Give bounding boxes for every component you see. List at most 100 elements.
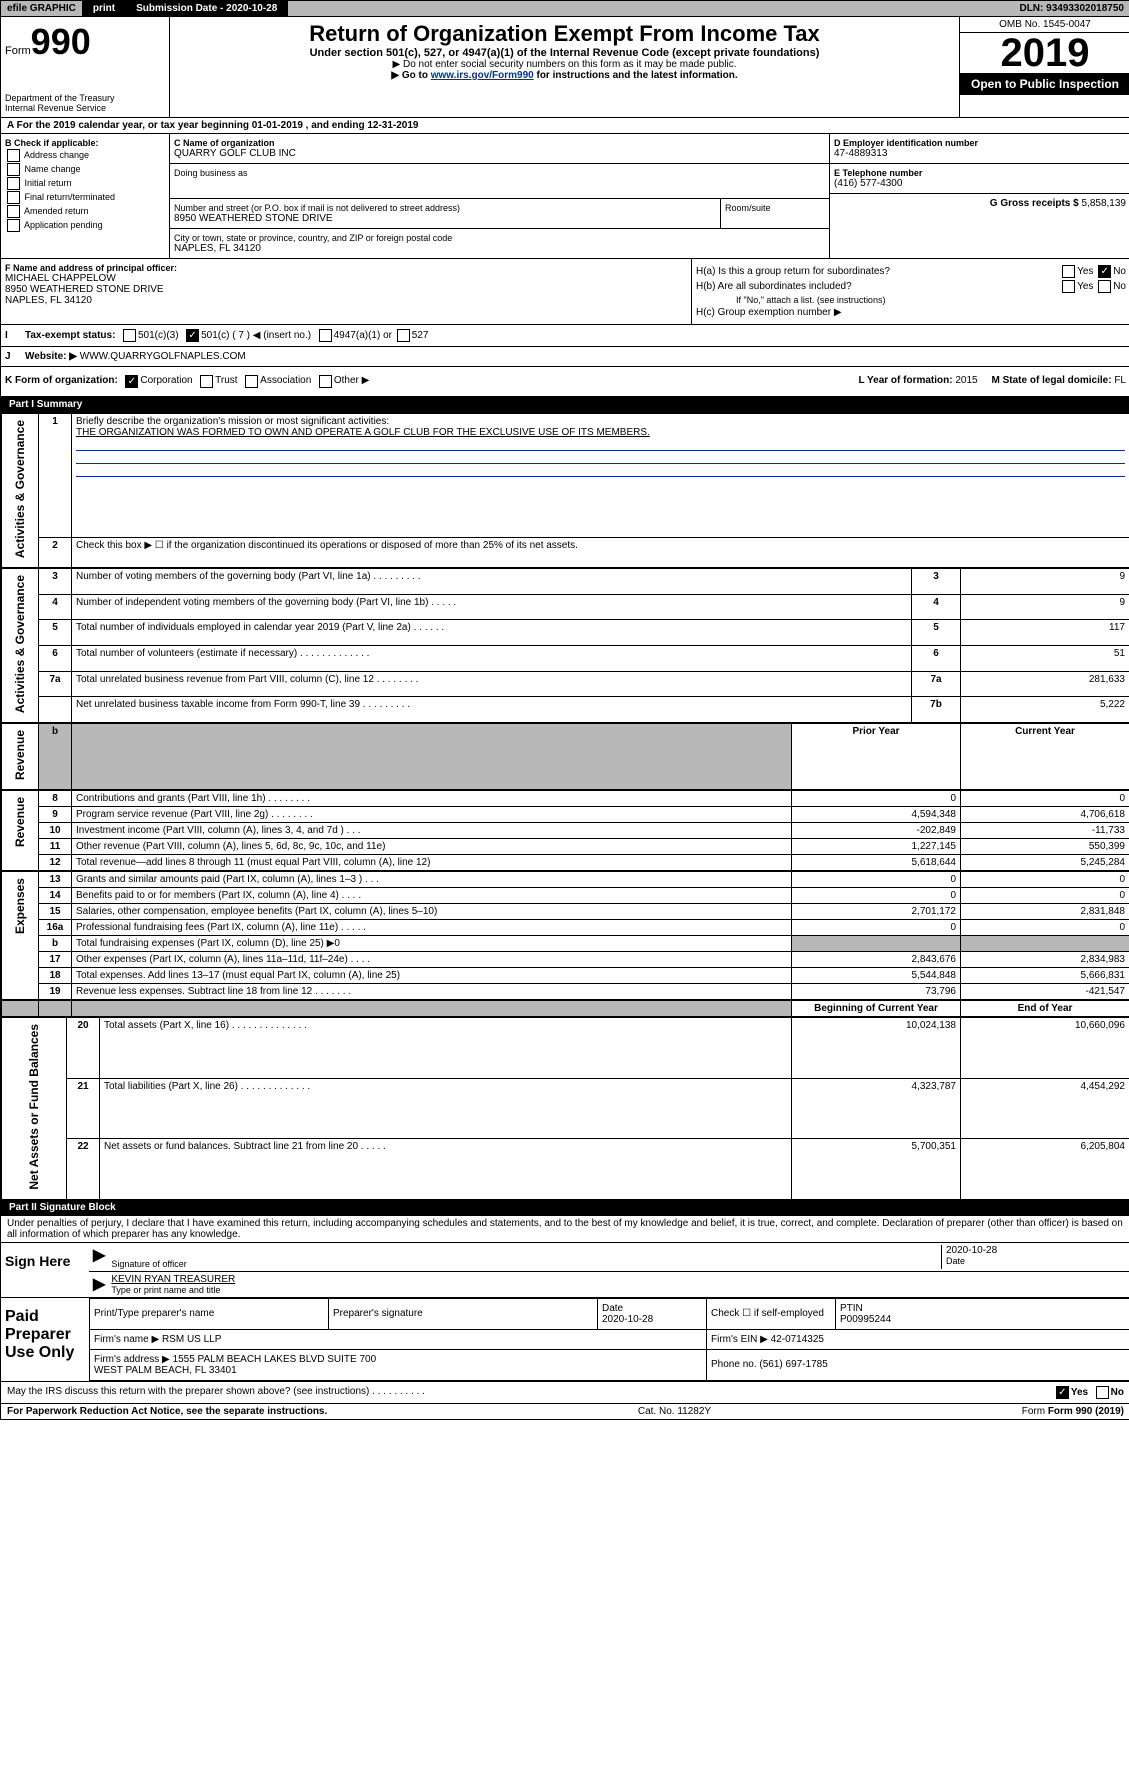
firm-name-value: RSM US LLP	[162, 1334, 221, 1345]
dln-label: DLN: 93493302018750	[1013, 1, 1129, 16]
website-value: WWW.QUARRYGOLFNAPLES.COM	[80, 351, 246, 362]
k-opt-3: Other ▶	[334, 375, 369, 388]
prior-year-hdr: Prior Year	[792, 724, 961, 790]
revenue-table: Revenue b Prior Year Current Year	[1, 723, 1129, 790]
org-address: 8950 WEATHERED STONE DRIVE	[174, 213, 716, 224]
501c3-checkbox[interactable]	[123, 329, 136, 342]
i-label: Tax-exempt status:	[25, 330, 115, 341]
hb-yes-checkbox[interactable]	[1062, 280, 1075, 293]
amended-return-checkbox[interactable]	[7, 205, 20, 218]
ptin-value: P00995244	[840, 1314, 891, 1325]
declaration: Under penalties of perjury, I declare th…	[1, 1216, 1129, 1242]
part1-table: Activities & Governance 1 Briefly descri…	[1, 413, 1129, 568]
org-city: NAPLES, FL 34120	[174, 243, 825, 254]
officer-addr: 8950 WEATHERED STONE DRIVE	[5, 284, 687, 295]
form-title: Return of Organization Exempt From Incom…	[174, 21, 955, 47]
part2-header: Part II Signature Block	[1, 1200, 1129, 1216]
goto-post: for instructions and the latest informat…	[534, 70, 738, 81]
trust-checkbox[interactable]	[200, 375, 213, 388]
exp-rows: Expenses13Grants and similar amounts pai…	[1, 871, 1129, 1000]
current-year-hdr: Current Year	[961, 724, 1129, 790]
ha-yes-checkbox[interactable]	[1062, 265, 1075, 278]
paid-preparer-label: Paid Preparer Use Only	[1, 1298, 89, 1381]
k-opt-2: Association	[260, 375, 311, 388]
prep-date-label: Date	[602, 1303, 623, 1314]
j-label: Website: ▶	[25, 351, 77, 362]
goto-pre: ▶ Go to	[391, 70, 430, 81]
assoc-checkbox[interactable]	[245, 375, 258, 388]
b-opt-5: Application pending	[24, 220, 103, 230]
check-self-employed: Check ☐ if self-employed	[707, 1298, 836, 1329]
part1-header: Part I Summary	[1, 397, 1129, 413]
4947-checkbox[interactable]	[319, 329, 332, 342]
gross-receipts: 5,858,139	[1082, 198, 1127, 209]
i-opt-1: 501(c) ( 7 ) ◀ (insert no.)	[201, 330, 311, 341]
officer-name: MICHAEL CHAPPELOW	[5, 273, 687, 284]
application-pending-checkbox[interactable]	[7, 219, 20, 232]
top-toolbar: efile GRAPHIC print Submission Date - 20…	[1, 1, 1129, 17]
m-label: M State of legal domicile:	[992, 375, 1112, 386]
l-label: L Year of formation:	[858, 375, 952, 386]
501c-checkbox[interactable]: ✓	[186, 329, 199, 342]
beg-year-hdr: Beginning of Current Year	[792, 1001, 961, 1017]
discuss-label: May the IRS discuss this return with the…	[7, 1386, 425, 1399]
line2: Check this box ▶ ☐ if the organization d…	[72, 538, 1129, 568]
rev-rows: Revenue8Contributions and grants (Part V…	[1, 790, 1129, 871]
i-opt-0: 501(c)(3)	[138, 330, 179, 341]
efile-label: efile GRAPHIC	[1, 1, 83, 16]
ha-no-checkbox[interactable]: ✓	[1098, 265, 1111, 278]
form-subtitle-2: ▶ Do not enter social security numbers o…	[174, 59, 955, 70]
firm-ein-value: 42-0714325	[771, 1334, 824, 1345]
prep-sig-label: Preparer's signature	[329, 1298, 598, 1329]
arrow-icon: ▶	[93, 1245, 105, 1269]
name-change-checkbox[interactable]	[7, 163, 20, 176]
b-opt-2: Initial return	[25, 178, 72, 188]
ptin-label: PTIN	[840, 1303, 863, 1314]
b-opt-1: Name change	[25, 164, 81, 174]
arrow-icon-2: ▶	[93, 1274, 105, 1295]
form990-link[interactable]: www.irs.gov/Form990	[431, 70, 534, 81]
f-label: F Name and address of principal officer:	[5, 263, 687, 273]
hb-no-checkbox[interactable]	[1098, 280, 1111, 293]
b-opt-4: Amended return	[24, 206, 89, 216]
other-checkbox[interactable]	[319, 375, 332, 388]
cat-no: Cat. No. 11282Y	[638, 1406, 711, 1417]
final-return-checkbox[interactable]	[7, 191, 20, 204]
form-subtitle-1: Under section 501(c), 527, or 4947(a)(1)…	[174, 47, 955, 59]
side-ag: Activities & Governance	[13, 416, 27, 562]
pra-notice: For Paperwork Reduction Act Notice, see …	[7, 1406, 327, 1417]
officer-name-title: KEVIN RYAN TREASURER	[111, 1274, 1126, 1285]
form-footer: Form Form 990 (2019)	[1022, 1406, 1124, 1417]
print-button[interactable]: print	[83, 1, 126, 16]
corp-checkbox[interactable]: ✓	[125, 375, 138, 388]
line1-label: Briefly describe the organization's miss…	[76, 416, 389, 427]
ag-table: Activities & Governance3Number of voting…	[1, 568, 1129, 723]
prep-name-label: Print/Type preparer's name	[90, 1298, 329, 1329]
address-change-checkbox[interactable]	[7, 149, 20, 162]
submission-date-label: Submission Date - 2020-10-28	[126, 1, 288, 16]
dba-label: Doing business as	[174, 168, 825, 178]
sig-officer-label: Signature of officer	[111, 1259, 941, 1269]
section-b: B Check if applicable: Address change Na…	[1, 134, 170, 258]
end-year-hdr: End of Year	[961, 1001, 1129, 1017]
i-opt-2: 4947(a)(1) or	[334, 330, 392, 341]
527-checkbox[interactable]	[397, 329, 410, 342]
b-label: B Check if applicable:	[5, 138, 165, 148]
form-number: 990	[31, 21, 91, 62]
initial-return-checkbox[interactable]	[7, 177, 20, 190]
state-domicile: FL	[1114, 375, 1126, 386]
discuss-yes-checkbox[interactable]: ✓	[1056, 1386, 1069, 1399]
d-label: D Employer identification number	[834, 138, 1126, 148]
officer-city: NAPLES, FL 34120	[5, 295, 687, 306]
addr-label: Number and street (or P.O. box if mail i…	[174, 203, 716, 213]
na-rows: Net Assets or Fund Balances20Total asset…	[1, 1017, 1129, 1200]
org-name: QUARRY GOLF CLUB INC	[174, 148, 825, 159]
discuss-no-checkbox[interactable]	[1096, 1386, 1109, 1399]
e-label: E Telephone number	[834, 168, 1126, 178]
line-a-text: For the 2019 calendar year, or tax year …	[17, 120, 419, 131]
firm-name-label: Firm's name ▶	[94, 1334, 159, 1345]
i-opt-3: 527	[412, 330, 429, 341]
firm-ein-label: Firm's EIN ▶	[711, 1334, 768, 1345]
phone-value: (416) 577-4300	[834, 178, 1126, 189]
na-header-table: Beginning of Current Year End of Year	[1, 1000, 1129, 1017]
